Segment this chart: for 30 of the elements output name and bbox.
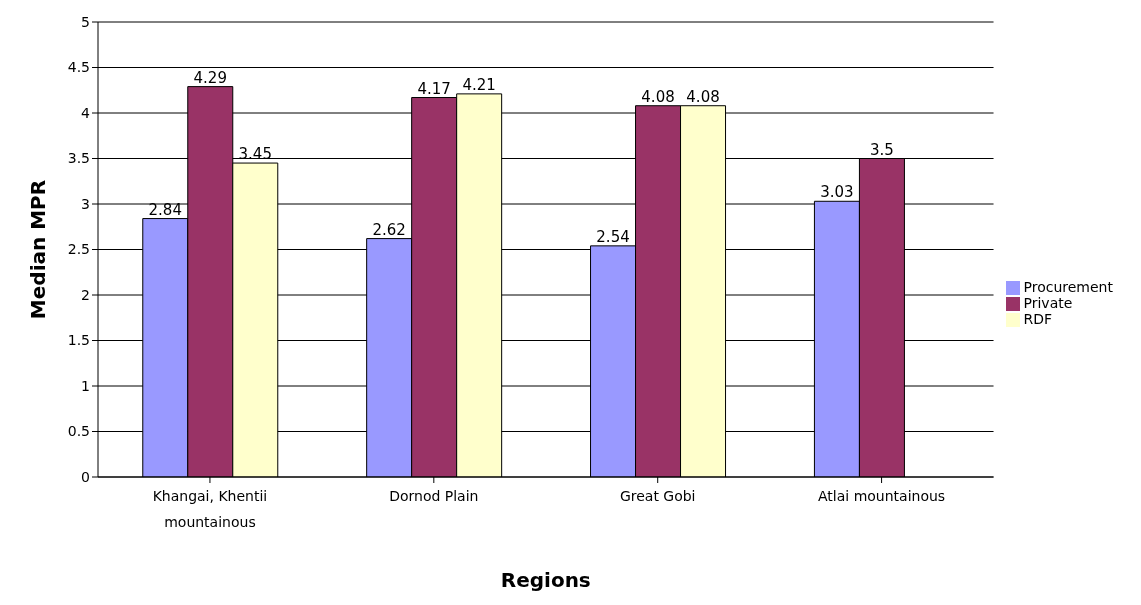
legend-label: Private — [1023, 294, 1073, 311]
y-tick-label: 0.5 — [67, 423, 90, 440]
x-tick-label: Dornod Plain — [389, 488, 479, 504]
y-tick-label: 1.5 — [67, 332, 90, 349]
data-label: 3.5 — [870, 140, 894, 159]
y-tick-label: 5 — [81, 13, 90, 30]
x-tick-label: Atlai mountainous — [818, 488, 946, 504]
y-tick-label: 4 — [81, 104, 91, 121]
y-tick-label: 1 — [81, 377, 90, 394]
x-axis-title: Regions — [500, 568, 591, 592]
data-label: 4.29 — [193, 68, 227, 87]
data-label: 4.21 — [462, 75, 496, 94]
data-label: 2.84 — [148, 200, 182, 219]
legend-label: RDF — [1023, 310, 1053, 327]
y-tick-label: 3 — [81, 195, 90, 212]
y-tick-label: 3.5 — [67, 150, 90, 167]
data-label: 4.08 — [641, 87, 675, 106]
x-tick-label: Khangai, Khentii mountainous — [152, 488, 268, 530]
data-label: 3.03 — [820, 183, 854, 202]
legend-label: Procurement — [1023, 278, 1113, 295]
y-tick-label: 2 — [81, 286, 90, 303]
data-label: 4.17 — [417, 79, 451, 98]
y-axis-title: Median MPR — [26, 179, 51, 320]
y-tick-label: 2.5 — [67, 241, 90, 258]
data-label: 4.08 — [686, 87, 720, 106]
y-tick-label: 0 — [81, 468, 90, 485]
y-tick-label: 4.5 — [67, 59, 90, 76]
x-tick-label: Great Gobi — [619, 488, 696, 504]
data-label: 2.54 — [596, 227, 630, 246]
data-label: 2.62 — [372, 220, 406, 239]
